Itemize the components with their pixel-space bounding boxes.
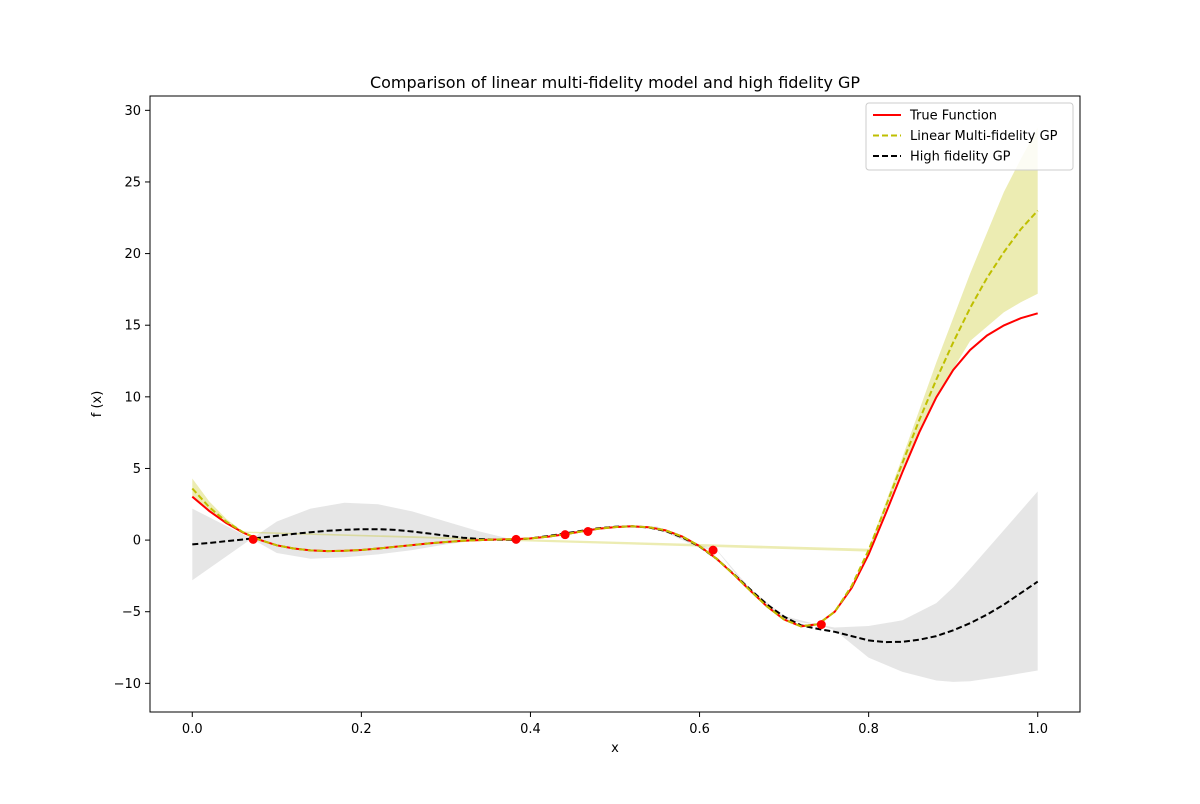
legend-label-true-function: True Function: [909, 109, 997, 124]
line-linear-multi-fidelity-gp: [191, 209, 1039, 628]
observation-point: [816, 620, 826, 630]
chart-title: Comparison of linear multi-fidelity mode…: [370, 73, 860, 92]
band-high-fidelity-gp: [192, 491, 1038, 682]
y-tick-label: 5: [133, 462, 141, 477]
y-tick-label: 20: [124, 247, 141, 262]
observation-point: [708, 545, 718, 555]
plot-frame: [149, 95, 1081, 713]
observation-point: [511, 534, 521, 544]
legend-label-linear-multi-fidelity-gp: Linear Multi-fidelity GP: [910, 129, 1058, 144]
x-tick-label: 0.0: [182, 722, 203, 737]
x-axis-label: x: [611, 741, 619, 756]
x-tick-label: 0.4: [520, 722, 541, 737]
legend-label-high-fidelity-gp: High fidelity GP: [910, 150, 1011, 165]
y-axis-label: f (x): [90, 391, 105, 418]
x-axis-ticks: 0.0 0.2 0.4 0.6 0.8 1.0: [182, 712, 1048, 737]
y-axis-ticks: −10 −5 0 5 10 15 20 25 30: [114, 104, 150, 692]
x-tick-label: 0.2: [351, 722, 372, 737]
observation-points: [248, 526, 826, 630]
observation-point: [583, 526, 593, 536]
y-tick-label: 0: [133, 534, 141, 549]
legend-box: [865, 102, 1074, 171]
y-tick-label: −5: [122, 605, 141, 620]
y-tick-label: −10: [114, 677, 141, 692]
x-tick-label: 1.0: [1027, 722, 1048, 737]
confidence-bands: [192, 127, 1038, 682]
y-tick-label: 25: [124, 175, 141, 190]
y-tick-label: 10: [124, 390, 141, 405]
series-lines: [191, 209, 1039, 644]
y-tick-label: 15: [124, 319, 141, 334]
legend: True Function Linear Multi-fidelity GP Hig…: [865, 102, 1074, 171]
x-tick-label: 0.6: [689, 722, 710, 737]
y-tick-label: 30: [124, 104, 141, 119]
observation-point: [560, 530, 570, 540]
x-tick-label: 0.8: [858, 722, 879, 737]
observation-point: [248, 534, 258, 544]
